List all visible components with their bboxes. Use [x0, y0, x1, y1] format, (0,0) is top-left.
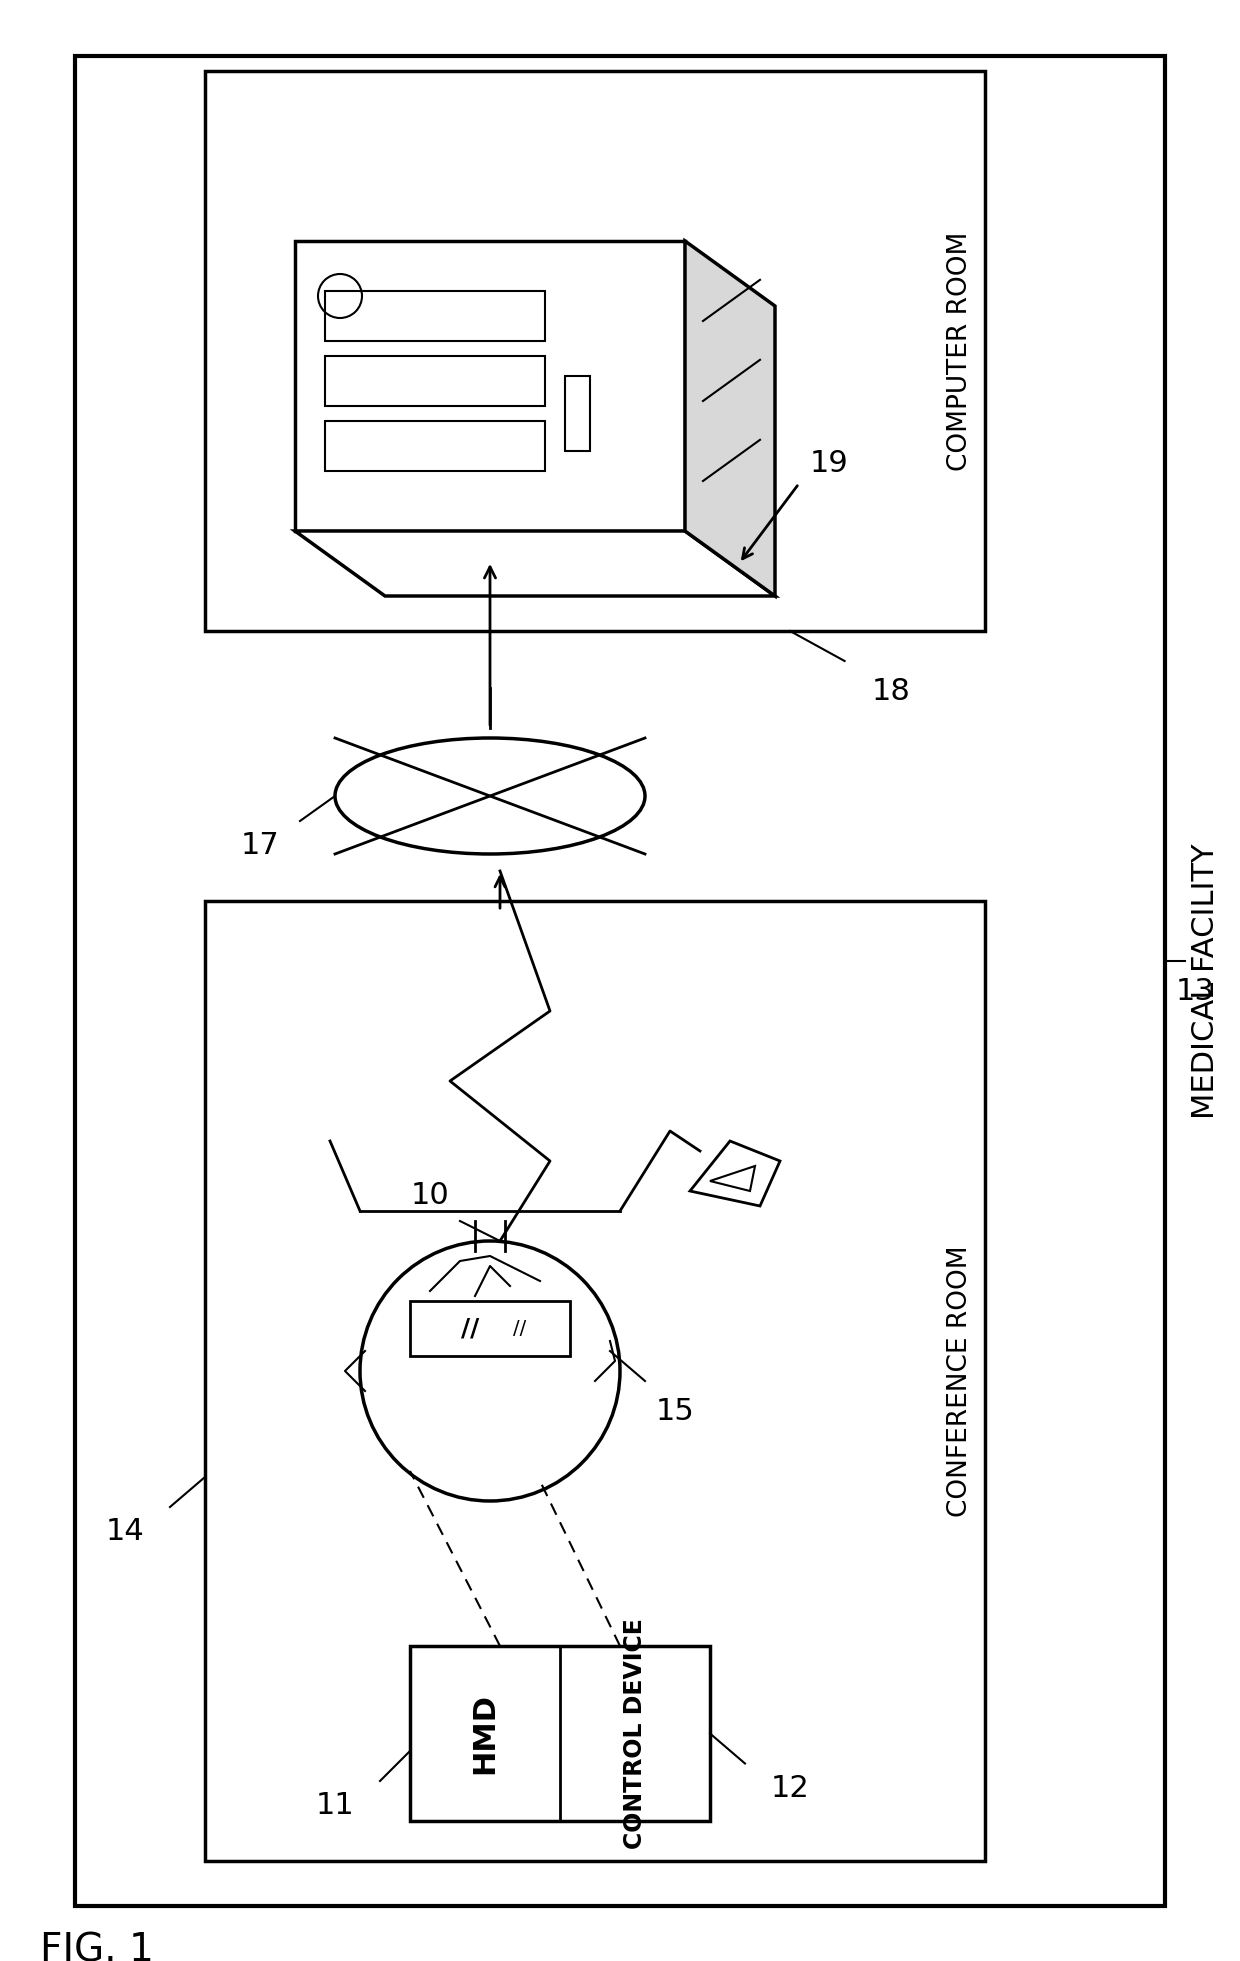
Bar — [410, 1300, 570, 1355]
Text: HMD: HMD — [470, 1692, 500, 1775]
Polygon shape — [689, 1141, 780, 1206]
Bar — [74, 57, 1166, 1906]
Bar — [295, 241, 684, 531]
Text: 10: 10 — [410, 1181, 449, 1210]
Text: //: // — [513, 1320, 527, 1339]
Text: COMPUTER ROOM: COMPUTER ROOM — [947, 231, 973, 471]
Circle shape — [360, 1241, 620, 1500]
Ellipse shape — [335, 737, 645, 853]
Bar — [410, 1645, 711, 1822]
Text: 14: 14 — [105, 1518, 144, 1547]
Text: 13: 13 — [1176, 977, 1214, 1006]
Text: CONFERENCE ROOM: CONFERENCE ROOM — [947, 1245, 973, 1516]
Text: 12: 12 — [770, 1775, 810, 1802]
Text: CONTROL DEVICE: CONTROL DEVICE — [622, 1618, 647, 1849]
Bar — [205, 900, 985, 1861]
Bar — [565, 377, 590, 451]
Text: 18: 18 — [872, 677, 911, 706]
Bar — [325, 422, 546, 471]
Text: 15: 15 — [656, 1396, 694, 1426]
Text: 17: 17 — [241, 831, 279, 861]
Polygon shape — [295, 531, 775, 596]
Polygon shape — [684, 241, 775, 596]
Text: 19: 19 — [810, 449, 848, 478]
Bar — [205, 71, 985, 631]
Text: //: // — [461, 1318, 479, 1341]
Bar — [325, 290, 546, 341]
Text: MEDICAL FACILITY: MEDICAL FACILITY — [1190, 843, 1219, 1118]
Bar — [325, 357, 546, 406]
Text: 11: 11 — [316, 1792, 355, 1820]
Text: FIG. 1: FIG. 1 — [40, 1932, 154, 1961]
